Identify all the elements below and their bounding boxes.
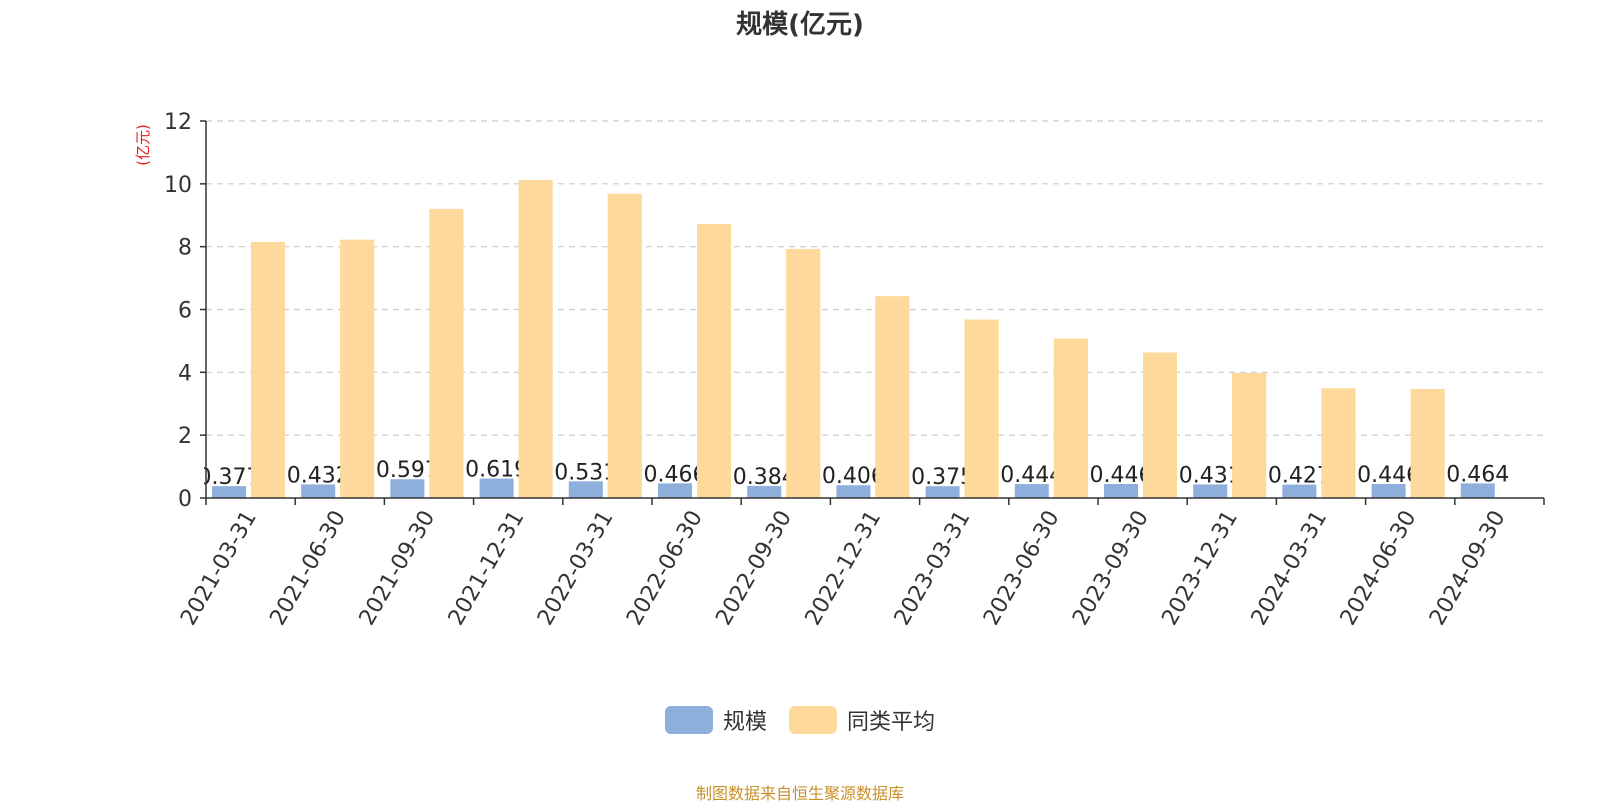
bar-peer-average-overlay: [697, 224, 731, 498]
bar-peer-average-overlay: [607, 193, 642, 498]
bar-scale[interactable]: [1014, 484, 1049, 498]
x-tick-label: 2021-03-31: [176, 507, 262, 630]
y-tick-label: 4: [178, 361, 192, 386]
x-tick-label: 2021-06-30: [265, 507, 351, 630]
bars: [212, 180, 1495, 499]
x-tick-label: 2023-06-30: [979, 507, 1065, 630]
legend-label-peer-average: 同类平均: [847, 710, 936, 735]
y-tick-label: 8: [178, 236, 192, 261]
y-tick-label: 10: [164, 173, 192, 198]
data-label: 0.432: [287, 463, 350, 488]
legend: 规模 同类平均: [0, 704, 1600, 736]
chart-title: 规模(亿元): [736, 10, 864, 40]
bar-peer-average-overlay: [1410, 388, 1445, 498]
source-note: 制图数据来自恒生聚源数据库: [695, 784, 904, 803]
bar-peer-average-overlay: [1143, 352, 1177, 498]
legend-swatch-scale: [664, 706, 713, 734]
bar-scale[interactable]: [1104, 483, 1138, 498]
bar-peer-average-overlay: [786, 249, 821, 498]
bar-peer-average-overlay: [251, 241, 285, 498]
x-tick-label: 2022-03-31: [533, 507, 619, 630]
bar-scale[interactable]: [658, 483, 692, 498]
bar-scale[interactable]: [212, 486, 246, 498]
y-tick-label: 6: [178, 299, 192, 324]
bar-peer-average-overlay: [340, 239, 375, 498]
gridlines: [206, 120, 1544, 436]
y-tick-label: 12: [164, 110, 192, 135]
data-label: 0.427: [1268, 464, 1331, 489]
bar-scale[interactable]: [1371, 483, 1406, 498]
x-tick-label: 2022-09-30: [711, 507, 797, 630]
legend-item-peer-average[interactable]: 同类平均: [789, 704, 935, 736]
x-tick-label: 2021-12-31: [444, 507, 530, 630]
data-label: 0.444: [1000, 463, 1063, 488]
data-label: 0.431: [1179, 463, 1242, 488]
x-tick-label: 2024-06-30: [1336, 507, 1422, 630]
data-label: 0.464: [1446, 462, 1509, 487]
bar-peer-average-overlay: [1053, 338, 1088, 498]
x-tick-label: 2023-09-30: [1068, 507, 1154, 630]
bar-scale[interactable]: [1193, 484, 1228, 498]
y-axis-label: (亿元): [134, 124, 152, 166]
bar-peer-average-overlay: [1232, 372, 1267, 498]
data-labels: 0.377 0.432 0.597 0.619 0.531 0.466 0.384 0.406…: [204, 180, 1509, 498]
x-tick-label: 2024-03-31: [1247, 507, 1333, 630]
x-tick-label: 2023-12-31: [1157, 507, 1243, 630]
bar-scale[interactable]: [568, 481, 603, 498]
legend-item-scale[interactable]: 规模: [664, 704, 767, 736]
bar-scale[interactable]: [390, 479, 425, 498]
data-label: 0.406: [822, 464, 885, 489]
data-label: 0.384: [733, 465, 796, 490]
data-label: 0.597: [376, 458, 439, 483]
bar-scale[interactable]: [1460, 483, 1495, 498]
x-tick-label: 2022-06-30: [622, 507, 708, 630]
data-label: 0.446: [1090, 463, 1153, 488]
bar-peer-average-overlay: [964, 319, 999, 498]
bar-scale[interactable]: [1282, 484, 1317, 498]
data-label: 0.619: [465, 458, 528, 483]
bar-peer-average-overlay: [1321, 388, 1356, 498]
data-label: 0.446: [1357, 463, 1420, 488]
bar-peer-average-overlay: [875, 296, 910, 498]
data-label: 0.466: [644, 462, 707, 487]
legend-label-scale: 规模: [722, 710, 767, 735]
x-tick-label: 2023-03-31: [890, 507, 976, 630]
x-tick-label: 2024-09-30: [1425, 507, 1511, 630]
data-label: 0.531: [554, 460, 617, 485]
bar-scale[interactable]: [925, 486, 960, 498]
bar-peer-average-overlay: [518, 180, 553, 498]
y-tick-label: 0: [178, 487, 192, 512]
bar-chart: 0.377 0.432 0.597 0.619 0.531 0.466 0.384 0.406…: [134, 110, 1545, 630]
x-tick-label: 2022-12-31: [801, 507, 887, 630]
bar-peer-average-overlay: [429, 208, 464, 498]
y-tick-label: 2: [178, 424, 192, 449]
bar-scale[interactable]: [479, 478, 514, 498]
data-label: 0.375: [911, 465, 974, 490]
bar-scale[interactable]: [747, 485, 782, 498]
legend-swatch-peer-average: [789, 706, 837, 734]
x-tick-label: 2021-09-30: [355, 507, 441, 630]
bar-scale[interactable]: [836, 485, 871, 498]
bar-scale[interactable]: [301, 484, 336, 498]
